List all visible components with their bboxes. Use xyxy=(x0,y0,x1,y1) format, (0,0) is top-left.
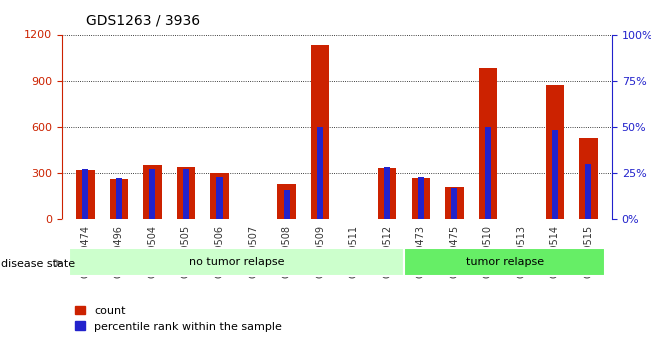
Bar xyxy=(317,127,323,219)
Bar xyxy=(418,177,424,219)
Bar xyxy=(579,138,598,219)
Bar xyxy=(552,130,558,219)
Bar xyxy=(378,168,396,219)
Bar xyxy=(143,165,161,219)
Text: GDS1263 / 3936: GDS1263 / 3936 xyxy=(86,14,201,28)
Bar xyxy=(82,169,89,219)
Bar xyxy=(384,167,390,219)
Text: disease state: disease state xyxy=(1,259,76,269)
Bar xyxy=(585,164,592,219)
Bar xyxy=(478,68,497,219)
Bar xyxy=(411,178,430,219)
Bar xyxy=(149,169,156,219)
Bar xyxy=(210,173,229,219)
Bar xyxy=(68,248,404,276)
Legend: count, percentile rank within the sample: count, percentile rank within the sample xyxy=(71,301,286,336)
Bar xyxy=(183,169,189,219)
Bar xyxy=(311,45,329,219)
Bar xyxy=(217,177,223,219)
Bar xyxy=(109,179,128,219)
Bar xyxy=(485,127,491,219)
Bar xyxy=(404,248,605,276)
Bar xyxy=(546,85,564,219)
Bar xyxy=(76,170,94,219)
Bar xyxy=(451,188,457,219)
Bar xyxy=(284,189,290,219)
Bar xyxy=(176,167,195,219)
Text: tumor relapse: tumor relapse xyxy=(465,257,544,267)
Bar xyxy=(277,184,296,219)
Text: no tumor relapse: no tumor relapse xyxy=(189,257,284,267)
Bar xyxy=(116,178,122,219)
Bar xyxy=(445,187,464,219)
